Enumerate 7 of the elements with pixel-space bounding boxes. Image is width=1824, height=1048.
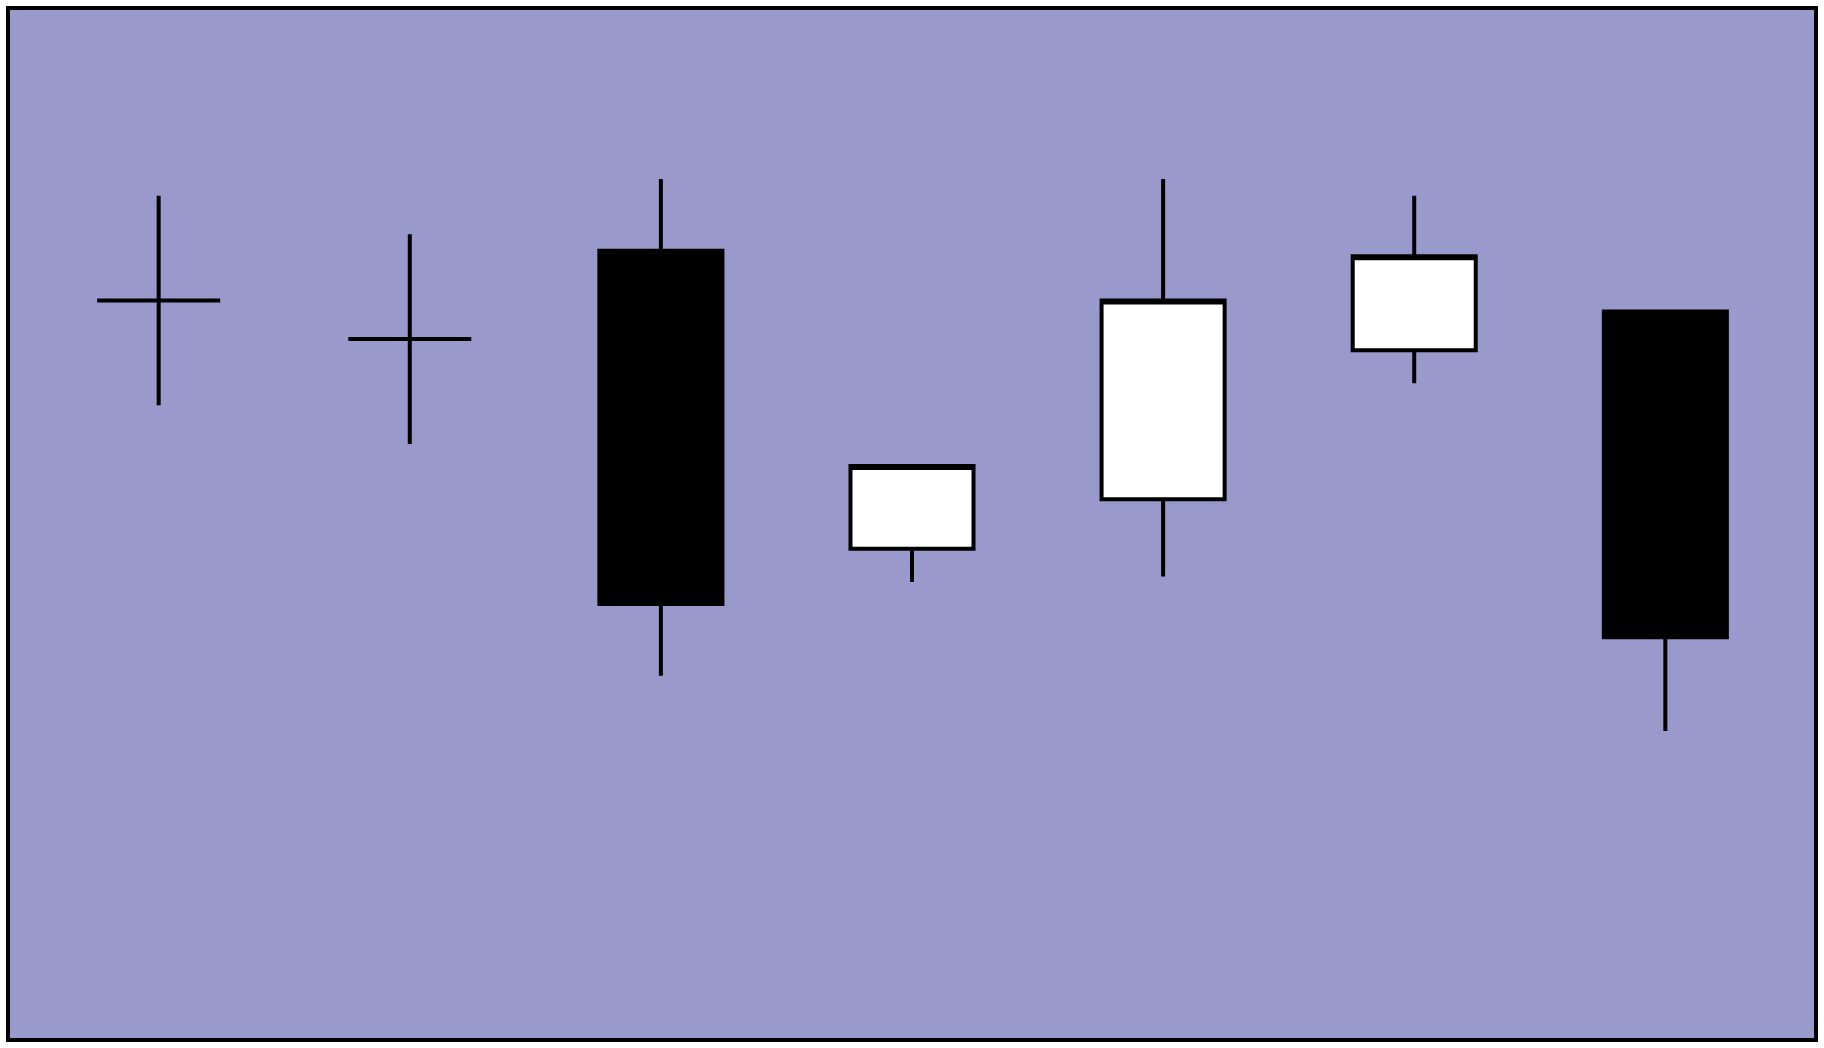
candlestick <box>848 464 976 584</box>
candlestick <box>95 193 223 408</box>
candlestick <box>597 177 725 678</box>
candlestick <box>346 232 474 446</box>
candlestick <box>1601 309 1729 733</box>
candlestick <box>1350 193 1478 386</box>
candlestick <box>1099 177 1227 579</box>
